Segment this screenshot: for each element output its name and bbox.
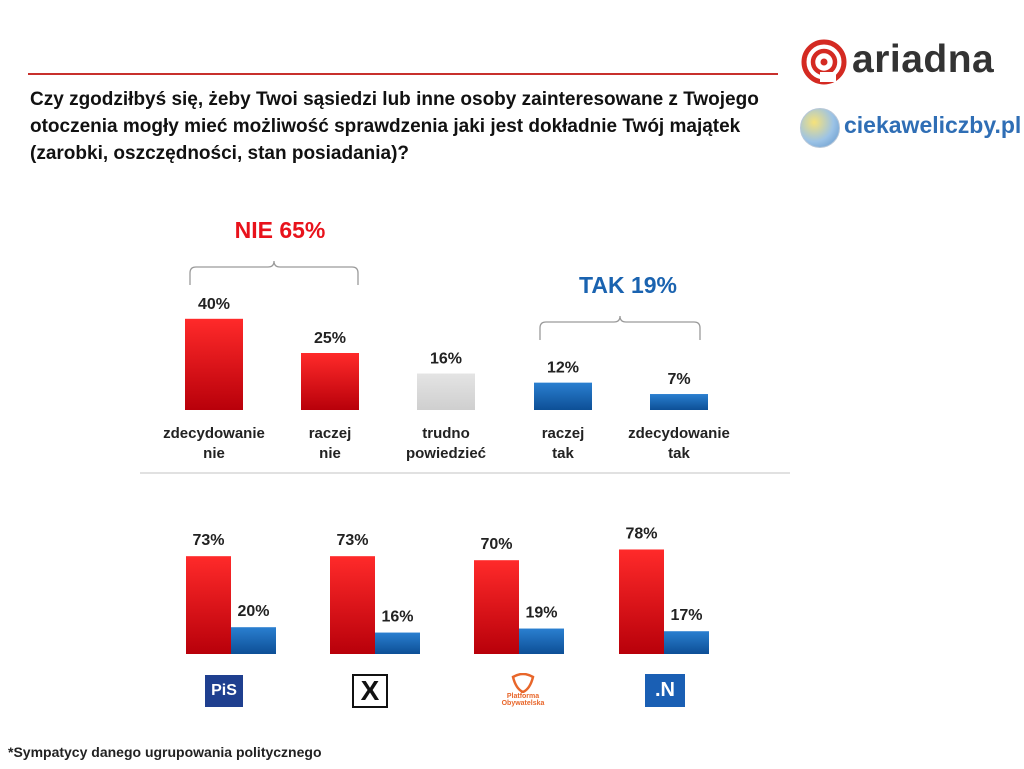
kukiz-logo-icon: X — [352, 674, 388, 708]
nowoczesna-logo-icon: .N — [645, 674, 685, 707]
pis-logo-icon: PiS — [205, 675, 243, 707]
party-bar-value-label: 17% — [670, 607, 702, 624]
pis-logo-text: PiS — [211, 682, 237, 699]
bar-value-label: 7% — [667, 371, 690, 388]
party-bar-value-label: 73% — [336, 532, 368, 549]
nowoczesna-logo-text: .N — [655, 679, 675, 701]
party-bar-value-label: 70% — [480, 536, 512, 553]
bar-value-label: 16% — [430, 351, 462, 368]
footnote: *Sympatycy danego ugrupowania polityczne… — [8, 744, 322, 760]
title-rule — [28, 73, 778, 75]
category-label: trudno powiedzieć — [406, 425, 486, 462]
kukiz-logo-text: X — [360, 675, 380, 706]
po-heart-icon — [511, 673, 535, 693]
bar-2 — [301, 353, 359, 410]
category-label: raczej tak — [542, 425, 585, 462]
party-bar-value-label: 73% — [192, 532, 224, 549]
ariadna-logo-icon — [801, 39, 847, 85]
tak-bracket — [539, 315, 701, 340]
party-bar-value-label: 78% — [625, 525, 657, 542]
bar-value-label: 12% — [547, 360, 579, 377]
bar-5 — [650, 394, 708, 410]
party-bar-nie — [330, 556, 375, 654]
party-bar-value-label: 16% — [381, 609, 413, 626]
party-bar-tak — [519, 628, 564, 654]
survey-question: Czy zgodziłbyś się, żeby Twoi sąsiedzi l… — [30, 89, 759, 164]
party-bar-nie — [619, 549, 664, 654]
tak-annotation: TAK 19% — [579, 272, 677, 298]
party-bar-tak — [664, 631, 709, 654]
po-logo-icon: Platforma Obywatelska — [502, 670, 544, 710]
site-name: ciekaweliczby.pl — [844, 112, 1022, 138]
bar-value-label: 40% — [198, 296, 230, 313]
category-label: zdecydowanie nie — [163, 425, 265, 462]
party-bar-tak — [375, 632, 420, 654]
nie-annotation: NIE 65% — [235, 217, 326, 243]
party-bar-value-label: 19% — [525, 605, 557, 622]
bar-value-label: 25% — [314, 330, 346, 347]
party-bar-nie — [186, 556, 231, 654]
party-bar-nie — [474, 560, 519, 654]
party-bar-value-label: 20% — [237, 603, 269, 620]
category-label: raczej nie — [309, 425, 352, 462]
bar-1 — [185, 318, 243, 410]
bar-4 — [534, 382, 592, 410]
globe-icon — [800, 108, 840, 148]
party-bar-tak — [231, 627, 276, 654]
brand-name: ariadna — [852, 38, 995, 81]
bar-3 — [417, 373, 475, 410]
po-logo-text: Platforma Obywatelska — [501, 693, 545, 707]
category-label: zdecydowanie tak — [628, 425, 730, 462]
nie-bracket — [189, 260, 359, 285]
